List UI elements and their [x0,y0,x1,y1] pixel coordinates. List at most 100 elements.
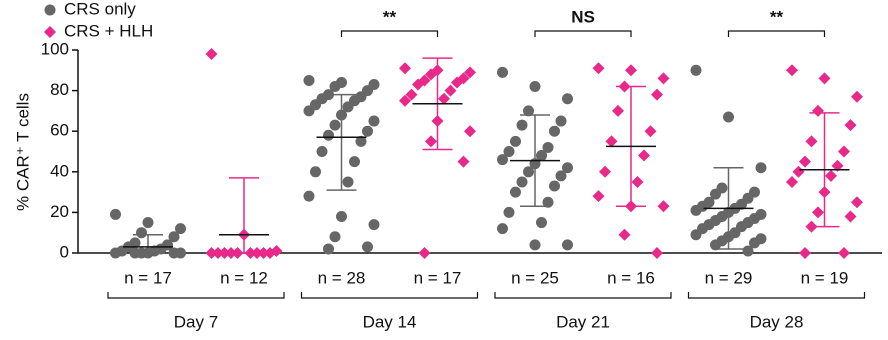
n-label: n = 17 [414,268,462,287]
data-point [316,146,328,157]
data-point [690,64,702,76]
data-point [418,247,431,259]
data-point [844,119,857,132]
data-point [516,119,528,131]
data-point [497,223,508,235]
sig-bracket [727,30,826,37]
data-point [349,156,360,168]
sig-label: NS [571,7,595,26]
data-point [799,247,811,259]
data-point [536,150,547,162]
data-point [838,247,850,259]
data-point [555,115,567,127]
n-label: n = 28 [318,268,366,287]
data-point [755,162,767,174]
data-point [451,76,463,89]
data-point [510,186,521,198]
data-point [303,105,315,117]
data-point [851,90,863,103]
n-label: n = 29 [705,268,753,287]
data-point [457,155,470,168]
sig-label: ** [770,7,784,26]
group-bracket [494,292,672,299]
n-label: n = 25 [511,268,559,287]
y-axis-label: % CAR⁺ T cells [13,93,32,211]
data-point [818,72,831,85]
data-point [786,64,798,77]
data-point [555,170,567,182]
data-point [342,176,354,188]
data-point [355,135,367,147]
data-point [303,190,315,202]
data-point [599,165,611,178]
group-bracket [107,292,285,299]
data-point [651,88,663,101]
data-point [605,135,618,148]
y-tick-label: 20 [50,202,69,221]
data-point [612,104,624,117]
data-point [336,210,347,222]
x-tick-label: Day 28 [750,312,804,331]
data-point [657,72,670,85]
data-point [205,48,218,61]
data-point [592,62,605,75]
data-point [212,247,224,259]
x-tick-label: Day 14 [363,312,417,331]
data-point [792,165,805,178]
data-point [425,135,437,148]
data-point [142,217,154,229]
data-point [562,162,573,174]
data-point [549,180,560,192]
data-point [529,81,541,93]
data-point [168,247,180,259]
group-bracket [687,292,866,299]
data-point [542,196,554,208]
n-label: n = 16 [607,268,655,287]
data-point [136,227,147,239]
data-point [497,66,508,78]
data-point [805,135,818,148]
data-point [303,74,315,86]
data-point [503,206,515,218]
data-point [562,93,573,105]
data-point [257,247,270,259]
data-point [690,204,702,216]
data-point [368,219,380,231]
legend-label: CRS + HLH [64,21,153,40]
data-point [618,228,631,241]
data-point [844,210,857,223]
data-point [168,231,180,243]
data-point [644,125,657,138]
data-point [638,149,650,162]
data-point [710,239,721,251]
data-point [264,247,276,259]
data-point [838,145,850,158]
y-tick-label: 100 [41,39,69,58]
group-bracket [300,292,479,299]
sig-bracket [534,30,632,37]
data-point [631,175,644,188]
data-point [812,104,824,117]
data-point [425,68,437,81]
data-point [657,200,670,213]
y-tick-label: 80 [50,80,69,99]
data-point [799,155,811,168]
data-point [175,223,186,235]
data-point [510,135,521,147]
data-point [742,245,754,257]
data-point [651,247,663,259]
data-point [562,239,573,251]
data-point [205,247,218,259]
data-point [110,247,121,259]
data-point [329,119,341,131]
n-label: n = 17 [124,268,172,287]
data-point [625,64,637,77]
data-point [516,176,528,188]
data-point [851,196,863,209]
legend-label: CRS only [64,0,136,18]
data-point [549,125,560,137]
data-point [399,62,411,75]
data-point [438,92,450,105]
data-point [362,125,373,137]
data-point [310,166,321,178]
